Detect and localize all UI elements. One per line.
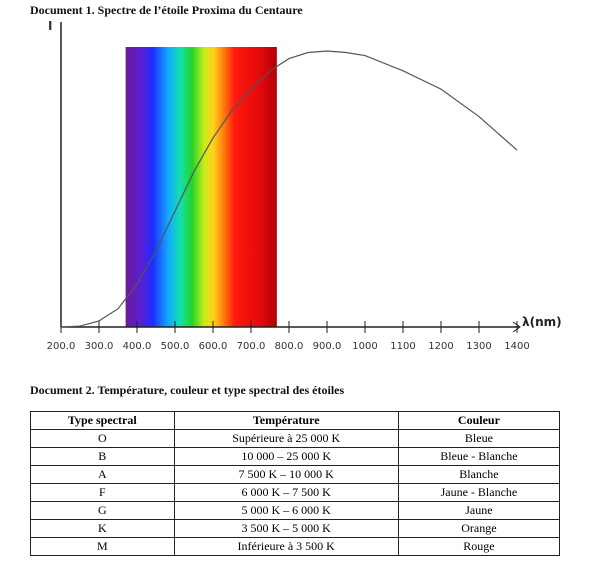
table-cell: 10 000 – 25 000 K [173, 447, 399, 466]
table-cell: 5 000 K – 6 000 K [173, 501, 399, 520]
header-row: Type spectral Température Couleur [30, 411, 561, 430]
header-cell: Température [173, 411, 399, 430]
table-row: O Supérieure à 25 000 K Bleue [30, 429, 561, 448]
table-cell: Inférieure à 3 500 K [173, 537, 399, 556]
table-cell: A [30, 465, 175, 484]
spectrum-curve [60, 50, 518, 328]
x-tick-label: 700.0 [237, 341, 266, 352]
chart: I λ(nm) 200.0 300.0 400.0 500.0 600.0 700.0 800… [47, 19, 562, 352]
x-tick-label: 1200 [428, 341, 453, 352]
table-cell: 6 000 K – 7 500 K [173, 483, 399, 502]
document-title: Document 2. Température, couleur et type… [30, 383, 345, 397]
x-tick-label: 1300 [466, 341, 491, 352]
x-tick-label: 600.0 [199, 341, 228, 352]
table-cell: Supérieure à 25 000 K [173, 429, 399, 448]
header-cell: Couleur [397, 411, 561, 430]
visible-spectrum [125, 47, 277, 327]
axis-arrow [512, 321, 521, 333]
x-tick-label: 200.0 [47, 341, 76, 352]
table-cell: Bleue - Blanche [397, 447, 561, 466]
table-cell: M [30, 537, 175, 556]
header-cell: Type spectral [30, 411, 175, 430]
table-cell: G [30, 501, 175, 520]
x-tick-label: 300.0 [85, 341, 114, 352]
table-cell: K [30, 519, 175, 538]
table-cell: Bleue [397, 429, 561, 448]
table-cell: Rouge [397, 537, 561, 556]
x-tick-label: 800.0 [275, 341, 304, 352]
table-cell: Blanche [397, 465, 561, 484]
table-cell: Jaune [397, 501, 561, 520]
document-title: Document 1. Spectre de l’étoile Proxima … [30, 3, 303, 17]
y-axis-label: I [48, 19, 52, 33]
x-tick-label: 1100 [390, 341, 415, 352]
x-tick-label: 1400 [504, 341, 529, 352]
table-row: M Inférieure à 3 500 K Rouge [30, 537, 561, 556]
table-cell: B [30, 447, 175, 466]
table-cell: Jaune - Blanche [397, 483, 561, 502]
table: Type spectral Température Couleur O Supérieu… [30, 411, 561, 556]
table-cell: 7 500 K – 10 000 K [173, 465, 399, 484]
table-row: B 10 000 – 25 000 K Bleue - Blanche [30, 447, 561, 466]
x-axis-label: λ(nm) [522, 315, 562, 329]
table-cell: F [30, 483, 175, 502]
x-tick-label: 400.0 [123, 341, 152, 352]
x-tick-label: 900.0 [313, 341, 342, 352]
table-cell: Orange [397, 519, 561, 538]
x-tick-label: 500.0 [161, 341, 190, 352]
x-tick-label: 1000 [352, 341, 377, 352]
table-cell: O [30, 429, 175, 448]
table-cell: 3 500 K – 5 000 K [173, 519, 399, 538]
